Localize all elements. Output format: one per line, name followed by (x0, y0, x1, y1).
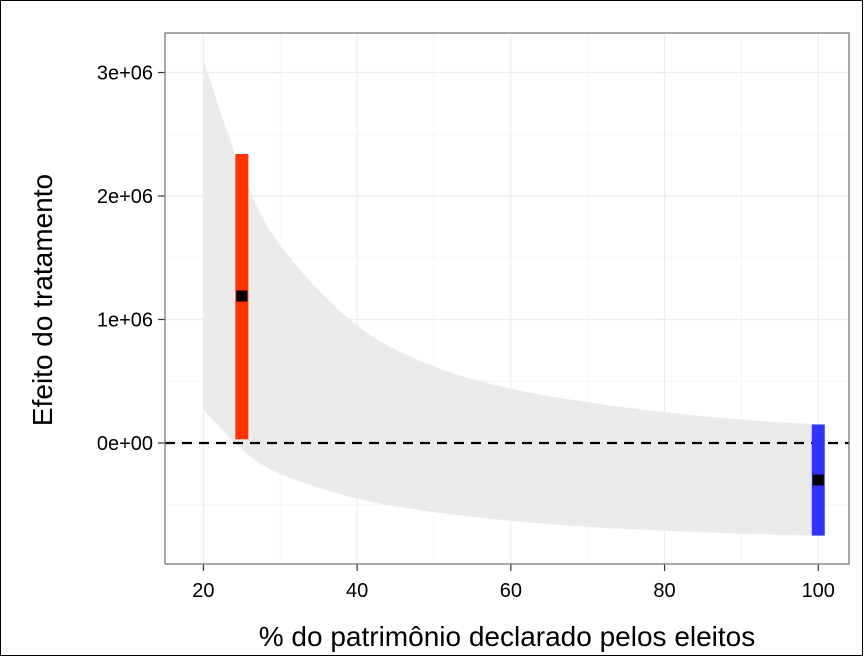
y-tick-label: 0e+00 (97, 433, 153, 455)
point-estimate-2 (812, 474, 824, 486)
x-axis: 20 40 60 80 100 (192, 564, 835, 602)
x-axis-title: % do patrimônio declarado pelos eleitos (259, 621, 756, 652)
plot-panel-border (164, 32, 850, 565)
y-tick-label: 3e+06 (97, 63, 153, 85)
x-tick-label: 20 (192, 580, 214, 602)
y-axis: 0e+00 1e+06 2e+06 3e+06 (97, 63, 165, 455)
point-estimates (235, 154, 825, 536)
y-tick-label: 2e+06 (97, 186, 153, 208)
x-tick-label: 80 (653, 580, 675, 602)
x-tick-label: 100 (802, 580, 835, 602)
y-tick-label: 1e+06 (97, 309, 153, 331)
y-axis-title: Efeito do tratamento (27, 174, 58, 426)
confidence-band (203, 60, 819, 536)
point-estimate-1 (236, 290, 248, 302)
x-tick-label: 40 (346, 580, 368, 602)
x-tick-label: 60 (500, 580, 522, 602)
